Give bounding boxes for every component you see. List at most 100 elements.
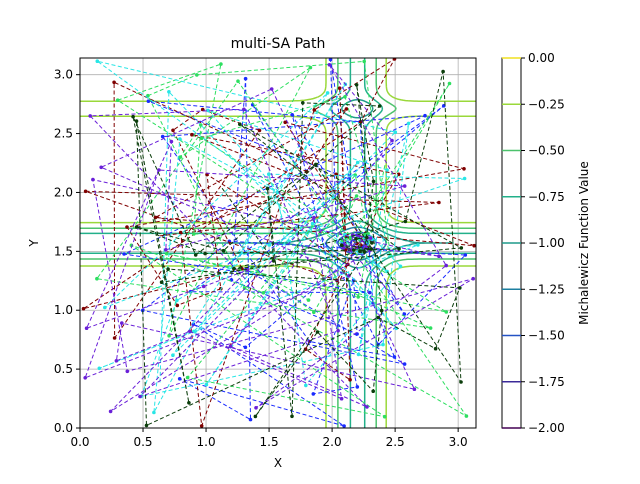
sa-path-point xyxy=(472,243,476,248)
y-tick-label: 2.5 xyxy=(54,127,73,141)
sa-path-point xyxy=(437,200,441,205)
sa-path-point xyxy=(134,119,139,123)
colorbar-tick-label: −0.25 xyxy=(528,97,565,111)
sa-path-point xyxy=(99,165,103,170)
sa-path-line xyxy=(132,71,463,427)
sa-path-point xyxy=(341,246,346,250)
sa-path-point xyxy=(131,114,135,119)
sa-path-point xyxy=(203,251,207,256)
sa-path-point xyxy=(125,225,129,229)
sa-path-point xyxy=(441,69,445,74)
sa-path-point xyxy=(269,87,274,91)
sa-path-point xyxy=(283,120,288,125)
sa-path-point xyxy=(355,160,360,165)
sa-path-point xyxy=(152,410,156,415)
sa-path-point xyxy=(304,383,308,388)
sa-path-point xyxy=(397,247,401,251)
colorbar-tick-label: −2.00 xyxy=(528,421,565,435)
y-tick-label: 1.0 xyxy=(54,303,73,317)
sa-path-point xyxy=(219,62,223,66)
sa-path-point xyxy=(95,276,99,281)
sa-path-point xyxy=(190,132,194,137)
sa-path-point xyxy=(290,414,294,419)
sa-path-point xyxy=(308,65,313,70)
colorbar-tick-label: −0.50 xyxy=(528,144,565,158)
sa-path-point xyxy=(344,107,349,111)
x-axis-ticks: 0.0 0.5 1.0 1.5 2.0 2.5 3.0 xyxy=(70,428,468,449)
x-tick-label: 1.0 xyxy=(197,435,216,449)
sa-path-point xyxy=(463,253,468,257)
colorbar-tick-label: −0.75 xyxy=(528,190,565,204)
sa-path-point xyxy=(144,423,149,428)
sa-path-point xyxy=(423,113,427,118)
sa-path-point xyxy=(403,219,408,224)
sa-path-point xyxy=(459,246,464,250)
sa-path-point xyxy=(265,186,270,191)
sa-path-point xyxy=(290,113,295,117)
y-tick-label: 0.5 xyxy=(54,362,73,376)
sa-path-point xyxy=(199,136,204,140)
sa-path-point xyxy=(464,414,469,418)
colorbar-tick-label: 0.00 xyxy=(528,51,555,65)
sa-path-point xyxy=(238,122,242,126)
x-tick-label: 2.5 xyxy=(386,435,405,449)
sa-path-point xyxy=(370,241,374,245)
colorbar-label: Michalewicz Function Value xyxy=(577,161,591,325)
sa-path-point xyxy=(267,172,271,176)
sa-path-point xyxy=(354,237,358,241)
sa-path-point xyxy=(248,417,253,422)
sa-path-point xyxy=(175,298,179,303)
colorbar-tick-label: −1.25 xyxy=(528,282,565,296)
sa-path-point xyxy=(243,345,248,350)
sa-path-point xyxy=(444,310,449,314)
sa-path-point xyxy=(390,138,394,143)
sa-path-point xyxy=(275,190,280,195)
sa-path-point xyxy=(193,253,198,257)
sa-path-point xyxy=(339,243,344,248)
y-tick-label: 0.0 xyxy=(54,421,73,435)
sa-path-point xyxy=(221,248,226,253)
sa-path-point xyxy=(392,58,397,61)
sa-path-point xyxy=(354,194,359,198)
sa-path-point xyxy=(310,221,315,226)
sa-path-point xyxy=(462,176,467,181)
sa-path-point xyxy=(312,108,317,112)
sa-path-point xyxy=(201,284,206,289)
sa-path-point xyxy=(325,91,330,95)
sa-path-point xyxy=(112,80,116,85)
sa-path-point xyxy=(416,243,420,247)
sa-path-point xyxy=(204,382,209,387)
sa-path-point xyxy=(103,305,107,310)
sa-path-point xyxy=(122,252,126,256)
y-tick-label: 1.5 xyxy=(54,244,73,258)
x-tick-label: 2.0 xyxy=(323,435,342,449)
sa-path-point xyxy=(271,259,276,263)
sa-path-point xyxy=(261,291,266,295)
sa-path-point xyxy=(125,369,130,374)
sa-path-point xyxy=(164,251,169,256)
sa-path-point xyxy=(267,243,272,247)
sa-path-point xyxy=(164,248,168,252)
sa-path-point xyxy=(97,366,102,371)
sa-path-point xyxy=(458,286,462,290)
sa-path-point xyxy=(188,329,192,334)
sa-path-point xyxy=(185,375,190,380)
colorbar-tick-label: −1.50 xyxy=(528,329,565,343)
sa-path-point xyxy=(315,330,320,334)
sa-path-point xyxy=(200,107,205,112)
sa-path-point xyxy=(459,380,463,384)
sa-path-point xyxy=(311,392,316,396)
sa-path-point xyxy=(242,107,246,112)
x-tick-label: 0.0 xyxy=(70,435,89,449)
sa-path-point xyxy=(242,286,247,290)
sa-path-point xyxy=(365,235,369,240)
sa-path-point xyxy=(108,409,113,414)
sa-path-point xyxy=(243,76,248,81)
sa-path-point xyxy=(159,280,164,285)
sa-path-point xyxy=(83,189,88,194)
sa-path-point xyxy=(146,93,150,98)
sa-path-point xyxy=(369,247,374,251)
sa-path-point xyxy=(371,389,376,394)
sa-path-point xyxy=(146,99,151,103)
plot-area xyxy=(80,58,476,428)
